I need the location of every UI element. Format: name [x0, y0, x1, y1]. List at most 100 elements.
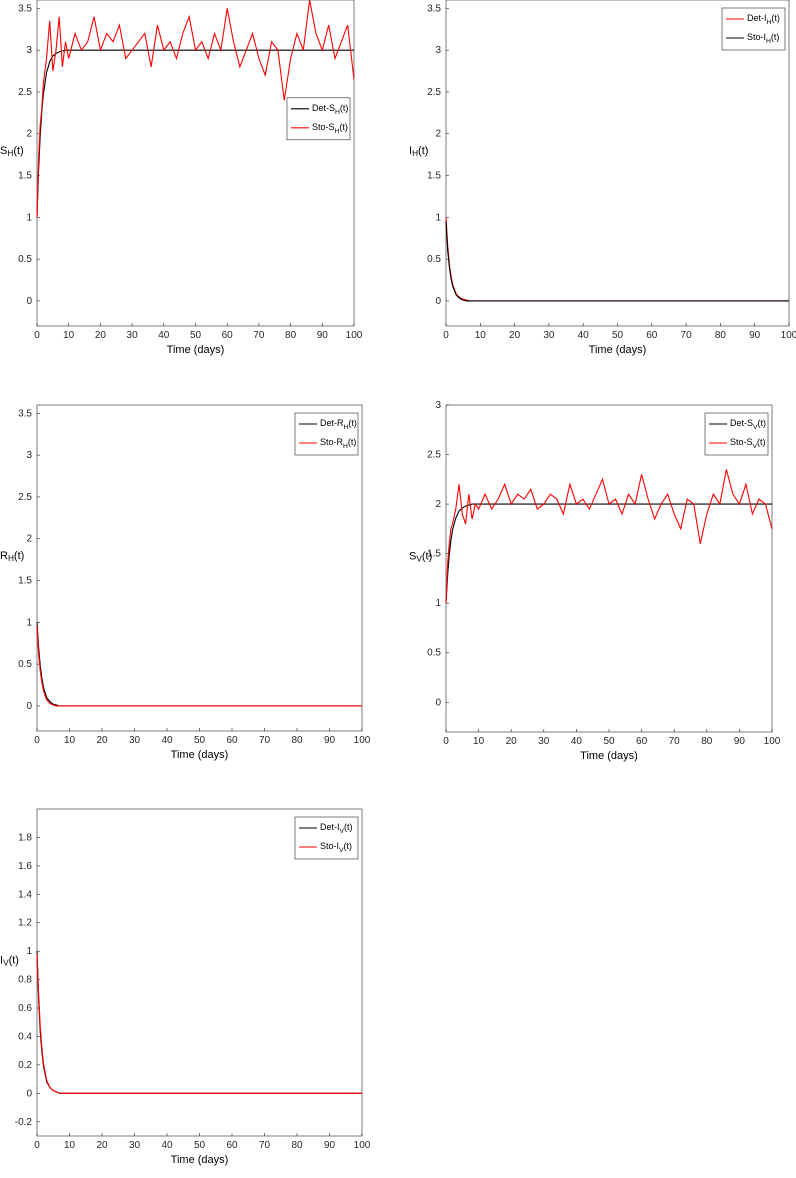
- x-tick-label: 100: [346, 330, 363, 341]
- x-tick-label: 70: [669, 736, 681, 747]
- x-tick-label: 50: [194, 735, 206, 746]
- series-line: [445, 469, 773, 604]
- x-tick-label: 100: [354, 735, 371, 746]
- y-tick-label: 3: [435, 400, 441, 411]
- x-tick-label: 90: [749, 330, 761, 341]
- y-tick-label: 0: [435, 296, 441, 307]
- plot-area: [36, 0, 355, 327]
- x-tick-label: 30: [538, 736, 550, 747]
- x-tick-label: 60: [226, 1140, 238, 1151]
- plot-area: [445, 404, 773, 733]
- y-axis-label: SV(t): [409, 550, 432, 563]
- x-tick-label: 30: [129, 1140, 141, 1151]
- x-axis-label: Time (days): [171, 1154, 229, 1166]
- y-tick-label: 1.5: [18, 575, 32, 586]
- x-tick-label: 0: [34, 735, 40, 746]
- x-tick-label: 80: [701, 736, 713, 747]
- x-tick-label: 10: [475, 330, 487, 341]
- chart: 0 10 20 30 40 50 60 70 80 90 100 0 0.5 1 1.5 2 2.5 3 3.5 Ti…: [409, 0, 796, 356]
- x-tick-label: 30: [543, 330, 555, 341]
- y-tick-label: 1: [26, 212, 32, 223]
- y-tick-label: 1.2: [18, 917, 32, 928]
- y-tick-label: 2: [26, 128, 32, 139]
- x-tick-label: 30: [127, 330, 139, 341]
- x-tick-label: 50: [190, 330, 202, 341]
- x-tick-label: 50: [612, 330, 624, 341]
- x-tick-label: 10: [63, 330, 75, 341]
- x-tick-label: 20: [96, 735, 108, 746]
- y-axis-label: SH(t): [0, 145, 24, 158]
- x-axis-label: Time (days): [589, 344, 647, 356]
- plot-area: [445, 0, 790, 327]
- legend-box: [294, 816, 359, 860]
- x-tick-label: 70: [259, 735, 271, 746]
- x-tick-label: 0: [443, 330, 449, 341]
- x-tick-label: 30: [129, 735, 141, 746]
- x-tick-label: 20: [509, 330, 521, 341]
- x-tick-label: 60: [226, 735, 238, 746]
- x-tick-label: 20: [96, 1140, 108, 1151]
- x-tick-label: 40: [158, 330, 170, 341]
- legend: Det-IV(t) Sto-IV(t): [294, 816, 359, 860]
- x-tick-label: 80: [291, 1140, 303, 1151]
- y-tick-label: 0.5: [427, 254, 441, 265]
- y-tick-label: 3: [26, 45, 32, 56]
- y-tick-label: 0: [26, 1088, 32, 1099]
- x-tick-label: 40: [161, 735, 173, 746]
- x-tick-label: 90: [324, 1140, 336, 1151]
- series-line: [36, 626, 362, 707]
- y-axis-label: RH(t): [0, 550, 24, 563]
- legend-label: Det-SH(t): [312, 103, 348, 115]
- legend-label: Det-RH(t): [320, 418, 357, 430]
- legend-label: Sto-IH(t): [747, 32, 779, 44]
- legend: Det-SV(t) Sto-SV(t): [704, 412, 769, 456]
- y-tick-label: 0.2: [18, 1060, 32, 1071]
- legend: Det-RH(t) Sto-RH(t): [294, 412, 359, 456]
- x-tick-label: 10: [64, 1140, 76, 1151]
- y-tick-label: 0.5: [18, 254, 32, 265]
- x-tick-label: 70: [253, 330, 265, 341]
- x-tick-label: 0: [443, 736, 449, 747]
- chart: 0 10 20 30 40 50 60 70 80 90 100 -0.2 0 0.2 0.4 0.6 0.8 1…: [0, 808, 371, 1166]
- legend: Det-IH(t) Sto-IH(t): [721, 7, 786, 51]
- y-tick-label: 1.8: [18, 832, 32, 843]
- y-axis-label: IV(t): [0, 954, 19, 967]
- y-tick-label: 3: [435, 45, 441, 56]
- y-axis-label: IH(t): [409, 145, 428, 158]
- x-tick-label: 60: [222, 330, 234, 341]
- y-tick-label: 2.5: [18, 492, 32, 503]
- x-tick-label: 50: [603, 736, 615, 747]
- x-tick-label: 80: [715, 330, 727, 341]
- x-tick-label: 0: [34, 1140, 40, 1151]
- x-axis-label: Time (days): [167, 344, 225, 356]
- y-tick-label: 0.6: [18, 1003, 32, 1014]
- chart: 0 10 20 30 40 50 60 70 80 90 100 0 0.5 1 1.5 2 2.5 3 3.5 Ti…: [0, 0, 363, 356]
- x-tick-label: 90: [734, 736, 746, 747]
- y-tick-label: 0: [435, 697, 441, 708]
- x-tick-label: 60: [636, 736, 648, 747]
- chart: 0 10 20 30 40 50 60 70 80 90 100 0 0.5 1 1.5 2 2.5 3 3.5 Ti…: [0, 404, 371, 761]
- x-axis-label: Time (days): [580, 750, 638, 762]
- series-line: [36, 953, 362, 1094]
- y-tick-label: 1: [26, 946, 32, 957]
- x-tick-label: 70: [681, 330, 693, 341]
- x-tick-label: 80: [285, 330, 297, 341]
- series-line: [445, 221, 789, 302]
- x-tick-label: 70: [259, 1140, 271, 1151]
- x-tick-label: 100: [354, 1140, 371, 1151]
- y-tick-label: 1.6: [18, 861, 32, 872]
- x-tick-label: 90: [317, 330, 329, 341]
- plot-area: [36, 808, 363, 1137]
- x-axis-label: Time (days): [171, 749, 229, 761]
- x-tick-label: 40: [571, 736, 583, 747]
- x-tick-label: 80: [291, 735, 303, 746]
- x-tick-label: 10: [473, 736, 485, 747]
- y-tick-label: 3.5: [18, 3, 32, 14]
- y-tick-label: 1.5: [427, 170, 441, 181]
- chart: 0 10 20 30 40 50 60 70 80 90 100 0 0.5 1 1.5 2 2.5 3 Time …: [409, 400, 781, 762]
- y-tick-label: 3.5: [18, 408, 32, 419]
- series-line: [36, 0, 355, 218]
- y-tick-label: 0.4: [18, 1031, 32, 1042]
- y-tick-label: 2: [435, 499, 441, 510]
